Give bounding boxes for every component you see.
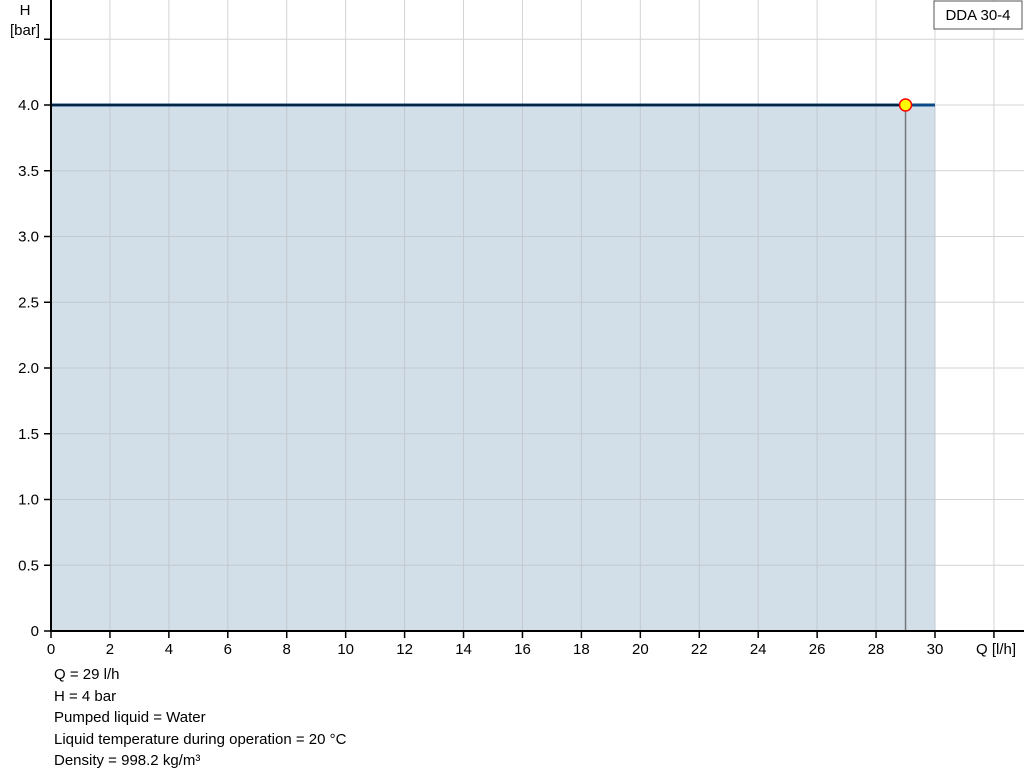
x-tick-label: 0 bbox=[47, 641, 55, 658]
info-liquid: Pumped liquid = Water bbox=[54, 709, 206, 726]
x-tick-label: 16 bbox=[514, 641, 531, 658]
x-tick-label: 4 bbox=[165, 641, 173, 658]
x-tick-label: 6 bbox=[224, 641, 232, 658]
y-tick-label: 3.5 bbox=[18, 163, 39, 180]
info-flow: Q = 29 l/h bbox=[54, 666, 120, 683]
x-tick-label: 10 bbox=[337, 641, 354, 658]
x-tick-label: 20 bbox=[632, 641, 649, 658]
info-density: Density = 998.2 kg/m³ bbox=[54, 752, 201, 769]
x-tick-label: 28 bbox=[868, 641, 885, 658]
y-axis-unit: [bar] bbox=[10, 22, 40, 39]
x-tick-label: 8 bbox=[283, 641, 291, 658]
y-tick-label: 0.5 bbox=[18, 557, 39, 574]
y-tick-label: 0 bbox=[31, 623, 39, 640]
info-temperature: Liquid temperature during operation = 20… bbox=[54, 730, 347, 748]
x-axis-label: Q [l/h] bbox=[976, 641, 1016, 658]
x-tick-label: 22 bbox=[691, 641, 708, 658]
x-tick-label: 2 bbox=[106, 641, 114, 658]
y-tick-label: 2.0 bbox=[18, 360, 39, 377]
y-tick-label: 1.5 bbox=[18, 426, 39, 443]
operating-info: Q = 29 l/h H = 4 bar Pumped liquid = Wat… bbox=[54, 664, 346, 772]
info-head: H = 4 bar bbox=[54, 687, 117, 705]
y-tick-label: 4.0 bbox=[18, 97, 39, 114]
y-tick-label: 2.5 bbox=[18, 294, 39, 311]
x-tick-label: 26 bbox=[809, 641, 826, 658]
operating-point bbox=[898, 98, 913, 112]
y-tick-label: 1.0 bbox=[18, 492, 39, 509]
pump-curve-chart: 0 2 4 6 8 10 12 14 16 18 20 22 24 26 28 3000.51.01.52.0… bbox=[10, 0, 1024, 658]
y-axis-label: H bbox=[20, 2, 31, 19]
y-tick-label: 3.0 bbox=[18, 229, 39, 246]
x-tick-label: 18 bbox=[573, 641, 590, 658]
legend-box bbox=[933, 0, 1023, 30]
x-tick-label: 30 bbox=[927, 641, 944, 658]
x-tick-label: 14 bbox=[455, 641, 472, 658]
legend-label: DDA 30-4 bbox=[945, 7, 1010, 24]
x-tick-label: 24 bbox=[750, 641, 767, 658]
x-tick-label: 12 bbox=[396, 641, 413, 658]
